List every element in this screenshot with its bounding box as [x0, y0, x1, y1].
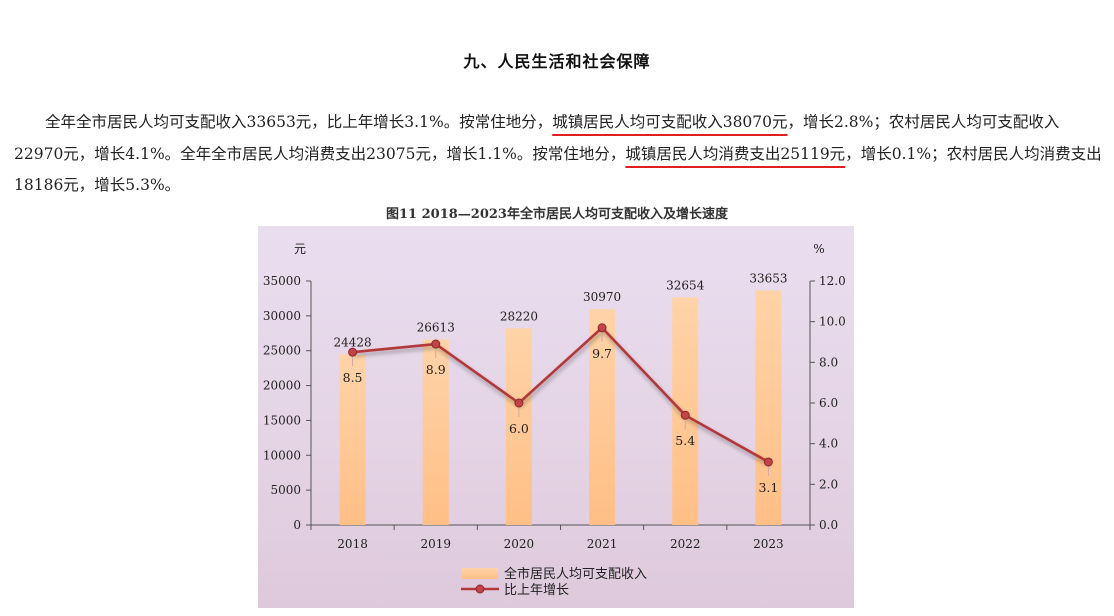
growth-point-label: 6.0: [509, 421, 529, 436]
right-tick-label: 0.0: [819, 518, 838, 532]
section-title: 九、人民生活和社会保障: [463, 52, 651, 71]
right-axis-unit: %: [813, 242, 824, 256]
growth-point: [431, 339, 441, 349]
income-bar: [422, 339, 449, 525]
income-bar: [755, 290, 782, 525]
left-tick-label: 10000: [263, 448, 301, 462]
growth-point-label: 9.7: [592, 346, 612, 361]
left-tick-label: 20000: [263, 379, 301, 393]
x-tick-label: 2019: [420, 537, 451, 551]
income-bar-label: 30970: [583, 290, 621, 304]
income-bar-label: 28220: [500, 309, 538, 323]
x-tick-label: 2020: [504, 537, 535, 551]
left-tick-label: 35000: [263, 274, 301, 288]
right-tick-label: 8.0: [819, 355, 838, 369]
left-tick-label: 30000: [263, 309, 301, 323]
income-bar: [589, 309, 616, 525]
right-tick-label: 4.0: [819, 437, 838, 451]
left-tick-label: 25000: [263, 344, 301, 358]
growth-point-label: 8.5: [343, 370, 363, 385]
income-chart: 0 5000 10000 15000 20000 25000 30000 35000 0.0 2.…: [258, 226, 854, 608]
growth-line: [352, 326, 770, 464]
growth-point: [514, 398, 524, 408]
legend-bar-label: 全市居民人均可支配收入: [504, 566, 647, 582]
left-tick-label: 15000: [263, 413, 301, 427]
legend-bar-swatch: [462, 568, 498, 579]
growth-point: [680, 410, 690, 420]
x-tick-label: 2018: [337, 537, 368, 551]
growth-point-label: 3.1: [758, 480, 778, 495]
left-tick-label: 5000: [270, 483, 301, 497]
x-tick-label: 2023: [753, 537, 784, 551]
income-bar: [339, 354, 366, 525]
right-tick-label: 2.0: [819, 477, 838, 491]
highlight-urban-consumption: 城镇居民人均消费支出25119元: [625, 144, 846, 163]
x-tick-label: 2022: [670, 537, 701, 551]
right-tick-label: 10.0: [819, 315, 846, 329]
growth-point: [597, 323, 607, 333]
growth-point: [348, 347, 358, 357]
x-tick-label: 2021: [587, 537, 618, 551]
growth-point: [763, 457, 773, 467]
right-tick-label: 6.0: [819, 396, 838, 410]
growth-point-label: 8.9: [426, 362, 446, 377]
highlight-urban-income: 城镇居民人均可支配收入38070元: [552, 113, 788, 131]
paragraph-text-3: ，增长0.1%；农村居民人均消费支出18186元，增长5.3%。: [14, 144, 1102, 195]
legend-line-label: 比上年增长: [504, 583, 569, 598]
right-tick-label: 12.0: [819, 274, 846, 288]
growth-point-label: 5.4: [675, 433, 695, 448]
paragraph-text-2: ，增长2.8%；农村居民人均可支配收入22970元，增长4.1%。全年全市居民人…: [14, 113, 1060, 163]
income-bar-label: 32654: [666, 278, 705, 292]
chart-svg: 0 5000 10000 15000 20000 25000 30000 35000 0.0 2.…: [258, 226, 854, 608]
income-bar: [505, 328, 532, 525]
paragraph-text-1: 全年全市居民人均可支配收入33653元，比上年增长3.1%。按常住地分，: [45, 113, 553, 131]
legend-line-marker: [475, 584, 485, 594]
income-bar-label: 26613: [417, 320, 455, 334]
figure-title: 图11 2018—2023年全市居民人均可支配收入及增长速度: [386, 207, 728, 222]
income-bar-label: 24428: [333, 336, 371, 350]
left-tick-label: 0: [293, 518, 301, 532]
income-bar-label: 33653: [749, 271, 787, 285]
left-axis-unit: 元: [294, 242, 306, 256]
income-paragraph: 全年全市居民人均可支配收入33653元，比上年增长3.1%。按常住地分，城镇居民…: [14, 107, 1104, 202]
